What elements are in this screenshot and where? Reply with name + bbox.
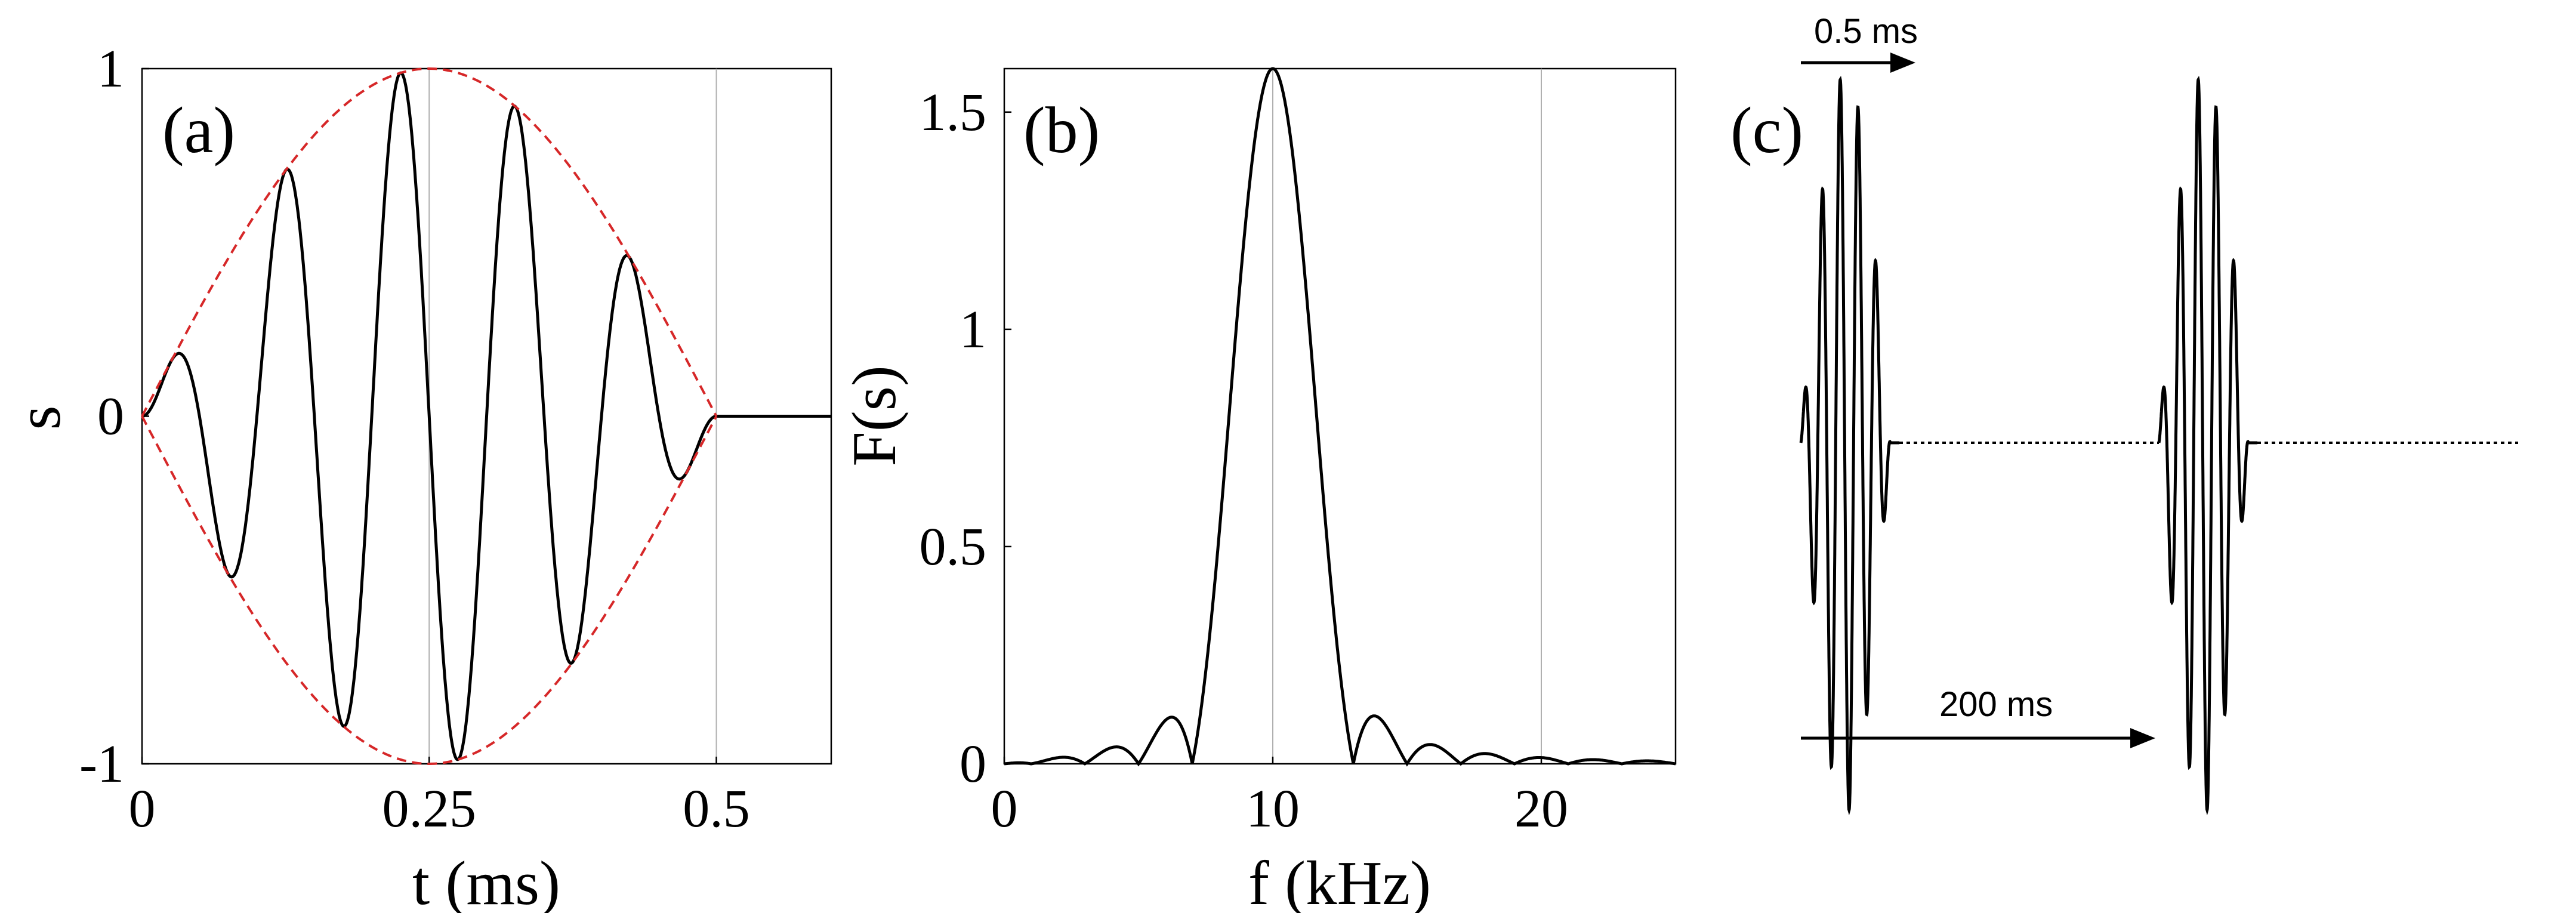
ylabel-b: F(s)	[839, 365, 909, 466]
series-b-spectrum	[1004, 67, 1676, 767]
annotation-0-5ms: 0.5 ms	[1814, 12, 1918, 51]
xlabel-b: f (kHz)	[1248, 848, 1431, 913]
burst-2	[2157, 76, 2250, 816]
ylabel-a: s	[4, 406, 73, 430]
ytick-label-b-3: 1.5	[920, 83, 987, 142]
ytick-label-a-1: 0	[97, 387, 124, 446]
series-a-envelope-1	[141, 415, 718, 766]
xtick-label-a-2: 0.5	[683, 779, 750, 838]
xtick-label-a-1: 0.25	[382, 779, 477, 838]
series-a-envelope-0	[141, 67, 718, 417]
ytick-label-b-0: 0	[960, 735, 986, 794]
arrow-0-5ms: 0.5 ms	[1801, 12, 1918, 73]
arrow-200ms-head	[2130, 728, 2155, 748]
axes-frame-b	[1003, 67, 1677, 765]
xtick-label-b-0: 0	[991, 779, 1018, 838]
panel-label-b: (b)	[1023, 94, 1100, 166]
annotation-200ms: 200 ms	[1939, 685, 2053, 724]
ytick-label-a-2: 1	[97, 39, 124, 98]
xtick-label-a-0: 0	[129, 779, 156, 838]
ytick-label-b-1: 0.5	[920, 517, 987, 576]
panel-b: (b) f (kHz) F(s) 0 10 20 0 0.5 1 1.5	[839, 67, 1677, 913]
burst-1	[1799, 76, 1892, 816]
xlabel-a: t (ms)	[412, 848, 560, 913]
ytick-label-a-0: -1	[79, 735, 124, 794]
series-a-signal	[141, 71, 831, 761]
xtick-label-b-1: 10	[1246, 779, 1300, 838]
panel-c: (c) 0.5 ms 200 ms	[1730, 12, 2518, 816]
xtick-label-b-2: 20	[1514, 779, 1568, 838]
panel-label-a: (a)	[162, 94, 235, 166]
arrow-200ms: 200 ms	[1801, 685, 2155, 748]
panel-label-c: (c)	[1730, 94, 1803, 166]
ytick-label-b-2: 1	[960, 300, 986, 359]
arrow-0-5ms-head	[1890, 53, 1915, 73]
panel-a: (a) t (ms) s 0 0.25 0.5-101	[4, 39, 832, 913]
